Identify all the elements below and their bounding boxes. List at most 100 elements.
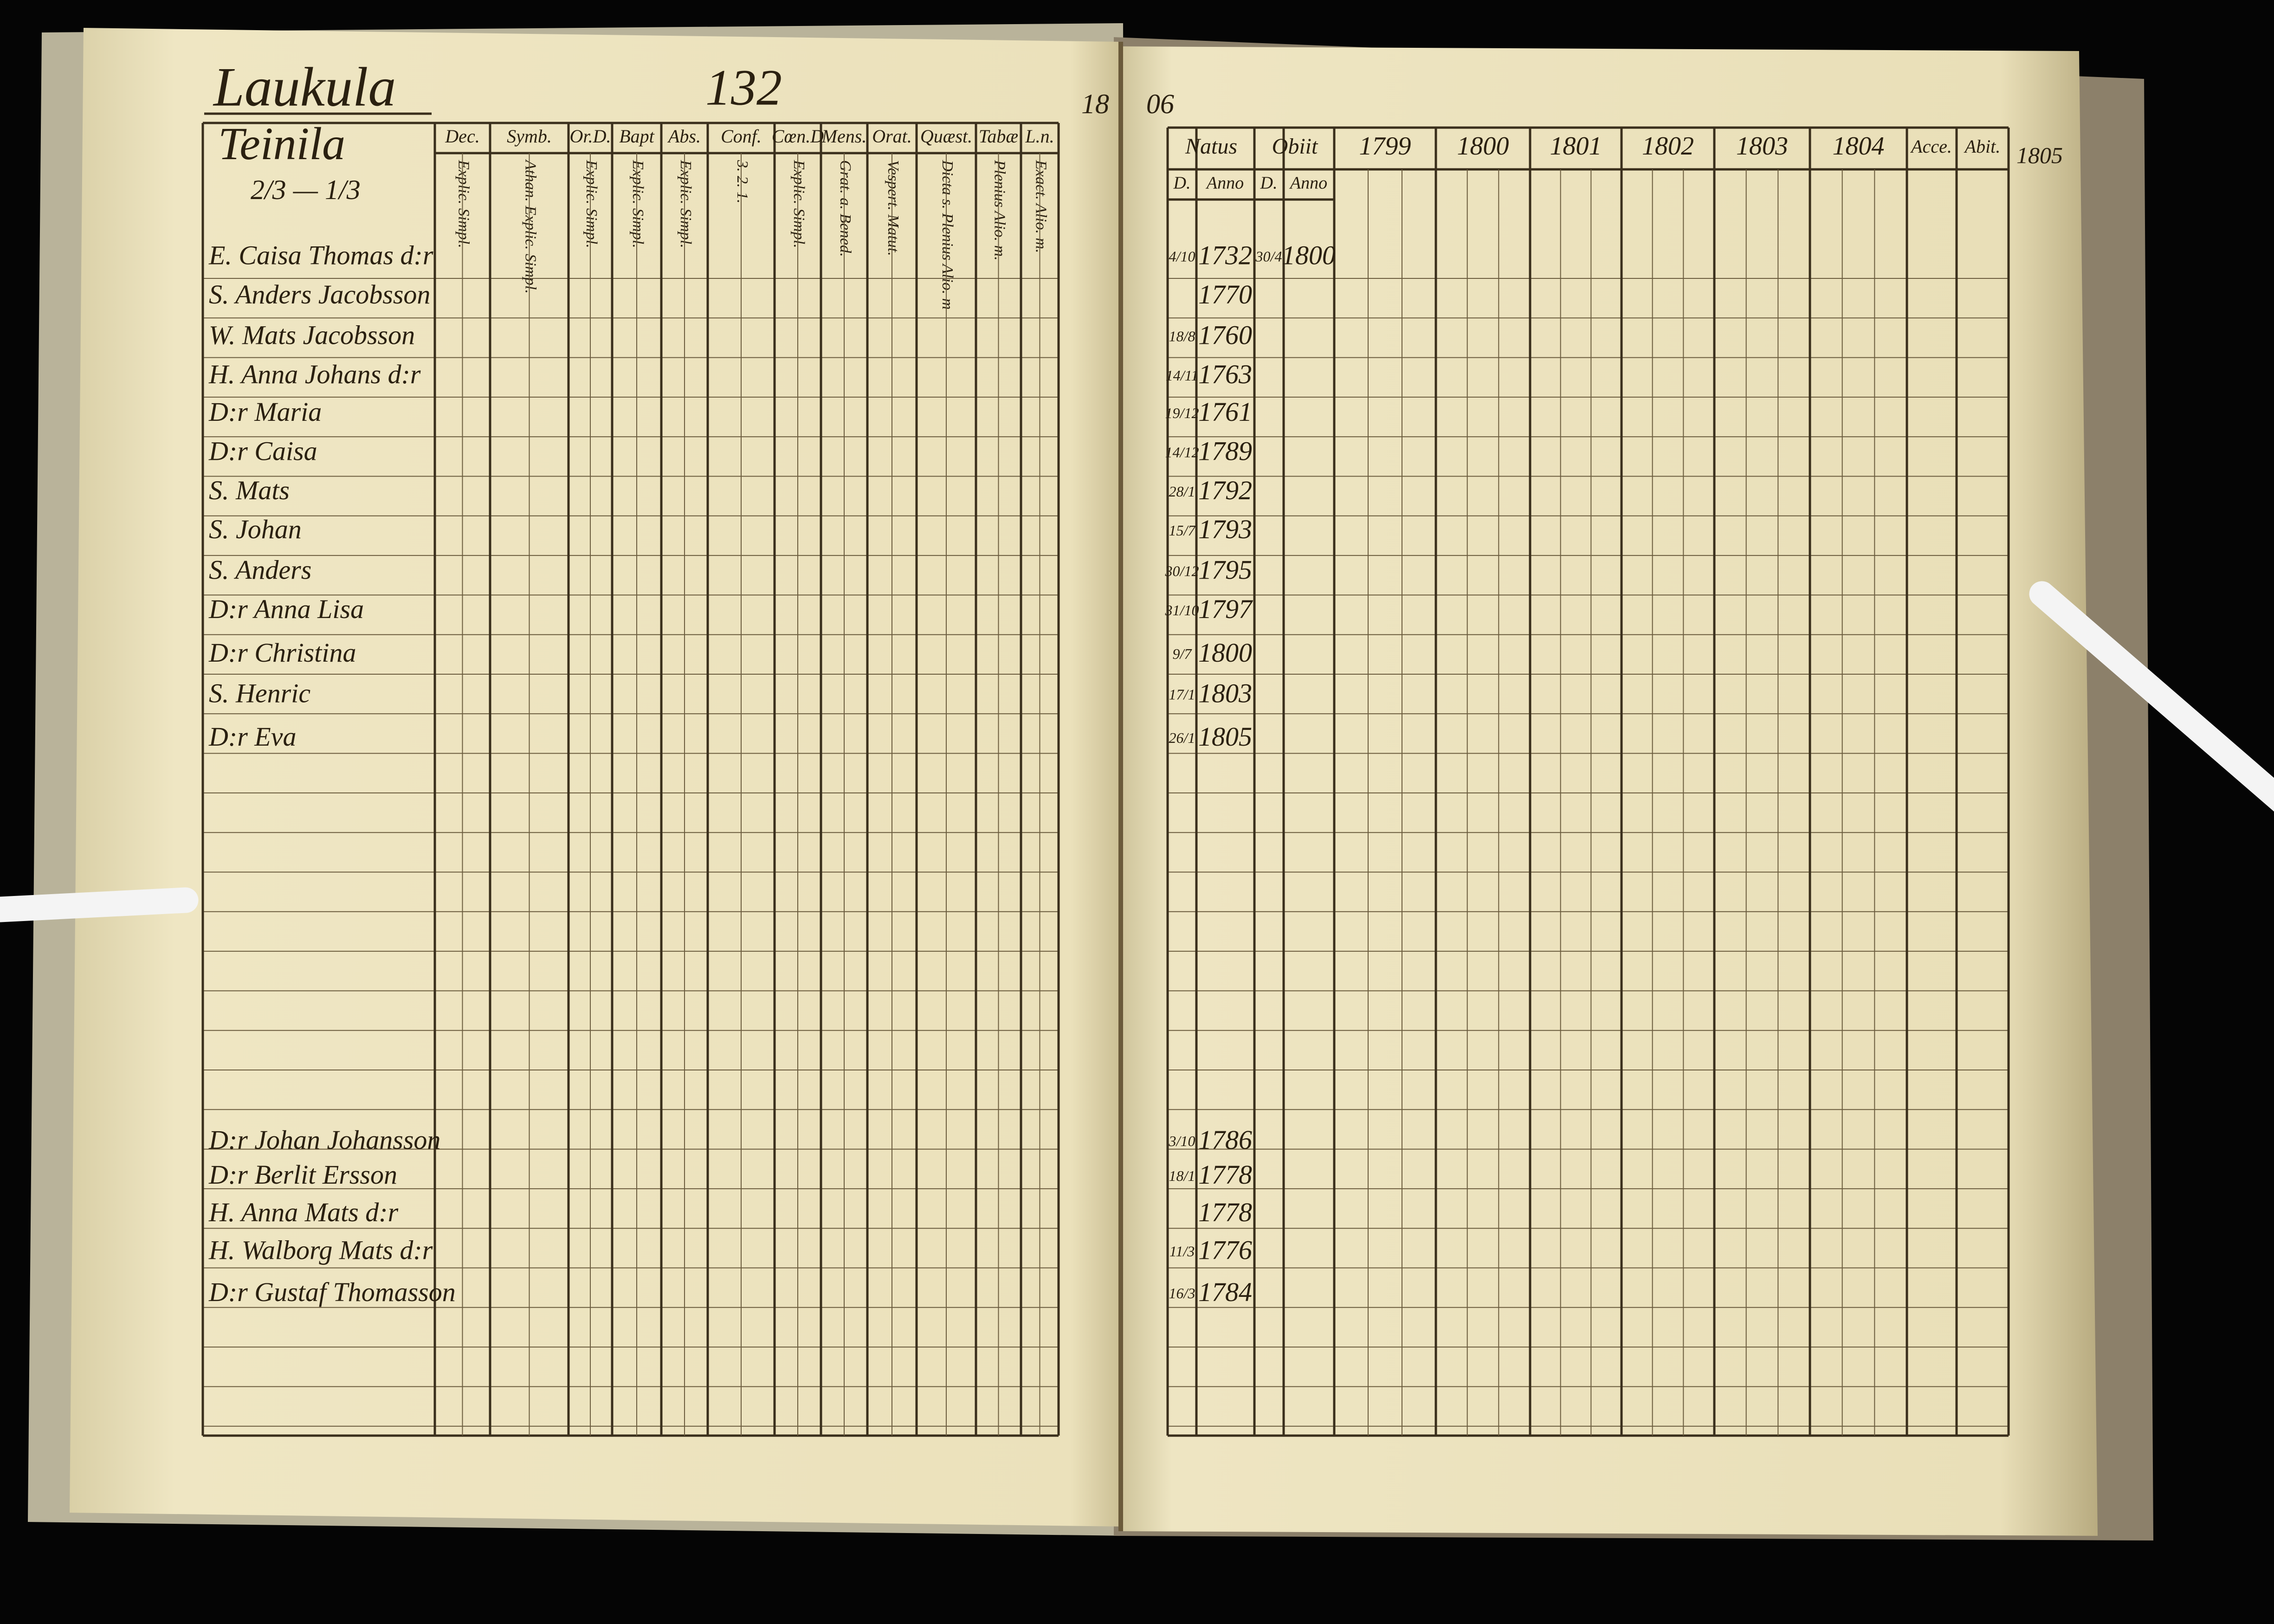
column-subheader: Exact. Alio. m. (1033, 160, 1050, 253)
birth-year: 1797 (1198, 594, 1253, 624)
column-subheader: Plenius Alio. m. (991, 160, 1008, 261)
column-header: Bapt (619, 126, 654, 147)
birth-day: 11/3 (1169, 1243, 1195, 1259)
fraction: 2/3 — 1/3 (251, 174, 361, 205)
column-header: Tabæ (979, 126, 1018, 147)
right-page (1123, 46, 2098, 1536)
birth-year: 1770 (1198, 279, 1252, 309)
birth-year: 1784 (1198, 1277, 1252, 1307)
birth-day: 14/12 (1165, 444, 1199, 460)
birth-day: 18/1 (1169, 1167, 1195, 1184)
column-header: Symb. (507, 126, 552, 147)
person-name: D:r Christina (208, 638, 356, 668)
person-name: D:r Eva (208, 722, 296, 752)
birth-year: 1803 (1198, 678, 1252, 708)
person-name: H. Anna Mats d:r (208, 1197, 399, 1227)
left-page (70, 28, 1123, 1527)
year-header: 1804 (1833, 132, 1885, 161)
year-header: 1801 (1550, 132, 1602, 161)
person-name: D:r Berlit Ersson (208, 1160, 397, 1190)
year-header: 1799 (1359, 132, 1411, 161)
next-year: 1805 (2016, 142, 2063, 168)
column-header: Cœn.D (772, 126, 824, 147)
birth-day: 17/1 (1169, 686, 1195, 702)
column-subheader: Explic. Simpl. (455, 160, 472, 248)
obiit-header: Obiit (1272, 134, 1318, 159)
birth-day: 31/10 (1165, 602, 1199, 619)
farm-name: Laukula (213, 56, 396, 118)
column-header: Or.D. (570, 126, 611, 147)
birth-day: 28/1 (1169, 483, 1195, 500)
column-subheader: Dicta s. Plenius Alio. m (939, 160, 956, 309)
croft-name: Teinila (218, 118, 345, 169)
accessit-header: Acce. (1910, 136, 1952, 157)
column-subheader: Explic. Simpl. (629, 160, 646, 248)
year-header: 1800 (1457, 132, 1509, 161)
person-name: W. Mats Jacobsson (209, 320, 415, 350)
birth-year: 1793 (1198, 514, 1252, 544)
person-name: H. Walborg Mats d:r (208, 1235, 433, 1265)
birth-year: 1761 (1198, 397, 1252, 427)
birth-year: 1763 (1198, 359, 1252, 389)
birth-year: 1805 (1198, 722, 1252, 752)
birth-day: 3/10 (1169, 1133, 1195, 1149)
abiit-header: Abit. (1964, 136, 2001, 157)
birth-year: 1786 (1198, 1125, 1252, 1155)
column-subheader: 3. 2. 1. (734, 160, 751, 204)
sub-header: D. (1260, 174, 1278, 193)
birth-year: 1800 (1198, 638, 1252, 668)
birth-year: 1732 (1198, 240, 1252, 271)
birth-day: 26/1 (1169, 729, 1195, 746)
birth-year: 1778 (1198, 1197, 1252, 1227)
sub-header: D. (1173, 174, 1191, 193)
person-name: S. Henric (209, 678, 310, 708)
person-name: S. Anders Jacobsson (209, 279, 430, 309)
birth-day: 16/3 (1169, 1285, 1195, 1302)
birth-day: 9/7 (1173, 645, 1193, 662)
column-subheader: Explic. Simpl. (790, 160, 808, 248)
birth-year: 1778 (1198, 1160, 1252, 1190)
column-subheader: Athan. Explic. Simpl. (522, 159, 539, 294)
birth-year: 1795 (1198, 555, 1252, 585)
birth-year: 1789 (1198, 436, 1252, 466)
column-subheader: Explic. Simpl. (583, 160, 600, 248)
pointer-right (2029, 581, 2274, 812)
year-prefix: 18 (1081, 89, 1109, 119)
death-day: 30/4 (1255, 248, 1282, 265)
column-header: Quæst. (920, 126, 972, 147)
birth-day: 30/12 (1165, 563, 1199, 580)
column-subheader: Grat. a. Bened. (837, 160, 854, 257)
person-name: D:r Caisa (208, 436, 317, 466)
year-header: 1803 (1736, 132, 1788, 161)
birth-year: 1760 (1198, 320, 1252, 350)
person-name: E. Caisa Thomas d:r (208, 240, 433, 271)
natus-header: Natus (1185, 134, 1237, 159)
column-header: Abs. (667, 126, 701, 147)
page-number: 132 (705, 59, 782, 116)
column-subheader: Explic. Simpl. (677, 160, 694, 248)
person-name: D:r Anna Lisa (208, 594, 364, 624)
birth-day: 19/12 (1165, 405, 1199, 421)
sub-header: Anno (1205, 174, 1244, 193)
person-name: D:r Johan Johansson (208, 1125, 440, 1155)
person-name: S. Johan (209, 514, 302, 544)
birth-day: 14/11 (1166, 367, 1199, 384)
birth-day: 15/7 (1169, 522, 1196, 539)
column-header: Conf. (721, 126, 762, 147)
death-year: 1800 (1282, 240, 1336, 271)
birth-day: 4/10 (1169, 248, 1195, 265)
column-header: Mens. (821, 126, 867, 147)
pointer-left (0, 887, 199, 922)
year-header: 1802 (1642, 132, 1694, 161)
column-subheader: Vespert. Matut. (885, 160, 902, 256)
birth-year: 1776 (1198, 1235, 1252, 1265)
column-header: Dec. (445, 126, 479, 147)
person-name: S. Mats (209, 475, 290, 505)
column-header: L.n. (1025, 126, 1054, 147)
birth-day: 18/8 (1169, 328, 1195, 344)
birth-year: 1792 (1198, 475, 1252, 505)
person-name: S. Anders (209, 555, 311, 585)
sub-header: Anno (1289, 174, 1327, 193)
